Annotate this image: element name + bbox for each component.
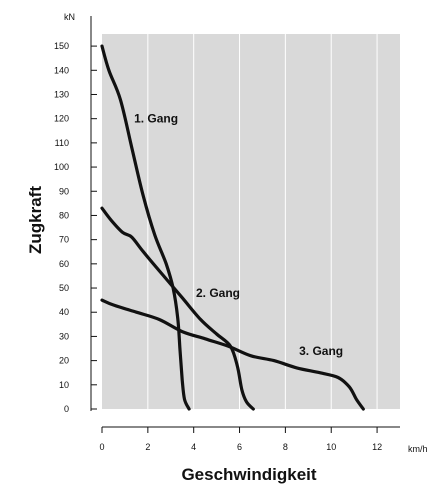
x-tick-label-8: 8 [283,442,288,452]
y-tick-label-30: 30 [59,331,69,341]
series-label-1: 1. Gang [134,112,178,126]
x-tick-label-12: 12 [372,442,382,452]
y-tick-label-0: 0 [64,404,69,414]
axes: 0 10 20 30 40 50 60 70 80 90 100 110 120 130 140 150 0 2 4… [54,16,400,452]
x-tick-label-6: 6 [237,442,242,452]
series-line-2 [100,206,255,411]
x-tick-label-4: 4 [191,442,196,452]
y-tick-label-80: 80 [59,210,69,220]
y-tick-label-110: 110 [55,138,69,148]
y-axis-title: Zugkraft [26,186,45,254]
y-axis-unit: kN [64,12,75,22]
series-label-2: 2. Gang [196,286,240,300]
series [100,44,365,411]
y-tick-label-150: 150 [54,41,69,51]
x-tick-label-2: 2 [145,442,150,452]
y-tick-label-70: 70 [59,235,69,245]
y-tick-label-140: 140 [54,65,69,75]
x-tick-label-10: 10 [326,442,336,452]
y-tick-label-90: 90 [59,186,69,196]
series-line-3 [100,298,365,411]
series-line-1 [100,44,191,411]
x-axis-unit: km/h [408,444,428,454]
y-tick-label-40: 40 [59,307,69,317]
y-tick-label-10: 10 [59,380,69,390]
y-tick-label-120: 120 [54,114,69,124]
grid [147,34,378,409]
y-tick-label-20: 20 [59,356,69,366]
series-labels: 1. Gang 2. Gang 3. Gang [134,112,343,358]
y-tick-label-60: 60 [59,259,69,269]
y-tick-label-130: 130 [54,89,69,99]
x-tick-label-0: 0 [99,442,104,452]
x-axis-title: Geschwindigkeit [181,465,316,484]
y-tick-label-100: 100 [54,162,69,172]
series-label-3: 3. Gang [299,344,343,358]
y-tick-label-50: 50 [59,283,69,293]
plot-area [102,34,400,409]
